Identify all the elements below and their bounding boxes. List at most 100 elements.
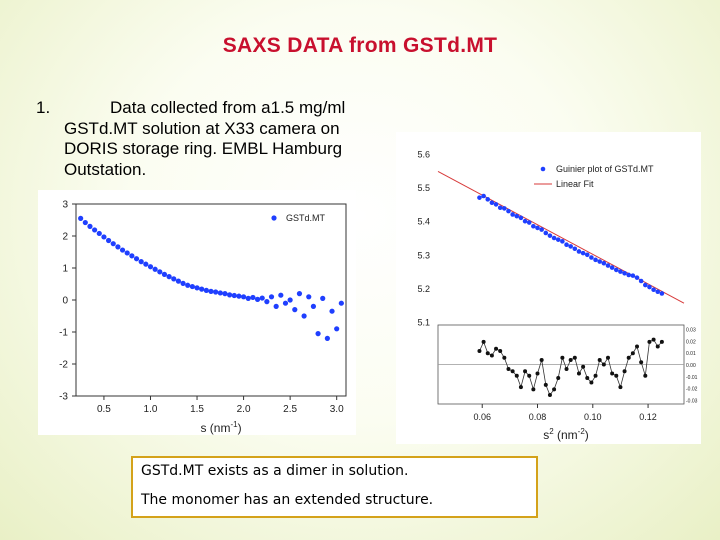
guinier-point (659, 291, 665, 296)
residual-point (576, 371, 581, 376)
guinier-point (651, 287, 656, 293)
data-point (338, 300, 344, 306)
residual-point (543, 382, 548, 387)
plot-frame (75, 203, 347, 397)
data-point (82, 219, 88, 226)
data-point (203, 287, 209, 293)
data-point (259, 295, 265, 301)
guinier-point (522, 218, 528, 224)
residual-point (527, 373, 532, 378)
bullet-number: 1. (36, 98, 51, 117)
residual-point (651, 337, 656, 342)
data-point (124, 250, 130, 256)
guinier-point (589, 255, 594, 260)
legend-marker (271, 215, 277, 221)
guinier-point (510, 212, 515, 217)
guinier-point (539, 227, 544, 232)
residual-point (489, 353, 494, 358)
residual-tick-label: -0.02 (686, 387, 698, 393)
residual-point (514, 373, 519, 378)
guinier-point (477, 195, 482, 200)
residual-point (585, 376, 590, 381)
x-axis-label: s (nm-1) (200, 420, 241, 435)
y-tick-label: 1 (62, 264, 68, 275)
x-tick-label: 1.5 (190, 404, 204, 415)
guinier-point (593, 257, 598, 263)
data-point (250, 294, 256, 301)
data-point (96, 230, 102, 237)
guinier-point (572, 246, 578, 252)
x-tick-label: 2.5 (283, 404, 297, 415)
residual-point (531, 387, 536, 392)
residual-point (614, 373, 619, 378)
data-point (180, 280, 186, 286)
x-tick-label: 0.12 (639, 412, 657, 422)
data-point (110, 241, 116, 247)
data-point (194, 285, 200, 291)
residual-tick-label: 0.00 (686, 363, 696, 369)
data-point (138, 259, 144, 265)
y-tick-label: 5.6 (417, 150, 430, 160)
data-point (310, 303, 317, 309)
residual-point (622, 369, 627, 374)
residual-point (494, 346, 499, 351)
legend-label-guinier: Guinier plot of GSTd.MT (556, 164, 654, 174)
scattering-curve-svg: 3 2 1 0 -1 -2 -3 0.5 1.0 1.5 2.0 2.5 3.0 s (nm-1) GSTd… (59, 200, 347, 435)
guinier-point (531, 223, 536, 229)
data-point (189, 283, 195, 290)
data-point (315, 331, 321, 337)
residual-point (568, 357, 573, 362)
data-point (213, 289, 219, 295)
guinier-point (634, 275, 640, 280)
residual-point (643, 373, 648, 378)
residual-point (639, 360, 644, 365)
guinier-point (580, 250, 586, 256)
residual-point (589, 380, 594, 385)
bullet-line-2: GSTd.MT solution at X33 camera on (64, 118, 340, 138)
guinier-plot-chart: 5.6 5.5 5.4 5.3 5.2 5.1 Guinier plot of GSTd.M… (396, 132, 701, 444)
bullet-line-4: Outstation. (64, 159, 147, 179)
x-tick-label: 0.08 (529, 412, 547, 422)
data-point (175, 278, 182, 284)
data-point (334, 326, 340, 332)
data-point (254, 296, 261, 302)
residual-point (593, 373, 598, 378)
data-point (101, 234, 107, 240)
x-tick-label: 0.5 (97, 404, 111, 415)
residual-point (659, 339, 664, 344)
residual-point (518, 385, 523, 390)
residual-point (556, 376, 561, 381)
residual-point (485, 351, 490, 356)
guinier-point (605, 263, 611, 268)
y-tick-label: -3 (59, 392, 68, 403)
data-point (301, 313, 307, 319)
guinier-point (543, 230, 549, 236)
legend-marker-guinier (540, 166, 546, 172)
guinier-point (564, 242, 569, 248)
residual-point (481, 339, 486, 344)
guinier-point (502, 206, 507, 211)
conclusion-line-1: GSTd.MT exists as a dimer in solution. (141, 463, 409, 479)
guinier-point (613, 267, 619, 273)
residual-tick-label: 0.03 (686, 328, 696, 334)
residual-tick-label: 0.01 (686, 351, 696, 357)
residual-point (535, 371, 540, 376)
data-point (143, 261, 149, 267)
guinier-point (535, 225, 540, 231)
data-point (133, 256, 140, 262)
conclusion-line-2: The monomer has an extended structure. (141, 492, 434, 508)
data-point (231, 292, 237, 299)
data-point (329, 308, 335, 314)
residual-point (647, 339, 652, 344)
slide-title: SAXS DATA from GSTd.MT (222, 34, 498, 57)
residual-point (510, 369, 515, 374)
guinier-point (643, 282, 648, 288)
residual-point (552, 387, 557, 392)
guinier-point (551, 235, 557, 241)
residual-point (498, 348, 503, 353)
data-point (264, 299, 270, 305)
residual-tick-label: -0.01 (686, 375, 698, 381)
data-point (236, 293, 242, 299)
residual-point (605, 355, 610, 360)
data-point (324, 335, 330, 341)
